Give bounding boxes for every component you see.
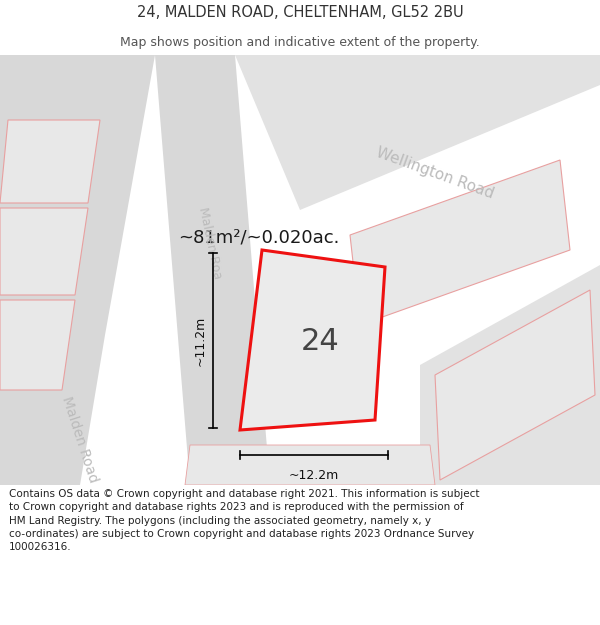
Text: Wellington Road: Wellington Road bbox=[374, 145, 496, 201]
Text: 24, MALDEN ROAD, CHELTENHAM, GL52 2BU: 24, MALDEN ROAD, CHELTENHAM, GL52 2BU bbox=[137, 4, 463, 19]
Polygon shape bbox=[155, 55, 270, 485]
Polygon shape bbox=[240, 250, 385, 430]
Text: Malden Road: Malden Road bbox=[59, 395, 101, 485]
Text: Map shows position and indicative extent of the property.: Map shows position and indicative extent… bbox=[120, 36, 480, 49]
Polygon shape bbox=[420, 265, 600, 485]
Text: Contains OS data © Crown copyright and database right 2021. This information is : Contains OS data © Crown copyright and d… bbox=[9, 489, 479, 552]
Text: ~11.2m: ~11.2m bbox=[194, 316, 207, 366]
Text: ~81m²/~0.020ac.: ~81m²/~0.020ac. bbox=[178, 229, 340, 247]
Polygon shape bbox=[185, 445, 435, 485]
Polygon shape bbox=[0, 335, 105, 485]
Polygon shape bbox=[350, 160, 570, 325]
Polygon shape bbox=[0, 208, 88, 295]
Text: 24: 24 bbox=[301, 328, 340, 356]
Polygon shape bbox=[0, 300, 75, 390]
Text: Malden Roa: Malden Roa bbox=[196, 206, 224, 280]
Polygon shape bbox=[0, 120, 100, 203]
Polygon shape bbox=[235, 55, 600, 210]
Polygon shape bbox=[435, 290, 595, 480]
Text: ~12.2m: ~12.2m bbox=[289, 469, 339, 482]
Polygon shape bbox=[0, 55, 155, 335]
